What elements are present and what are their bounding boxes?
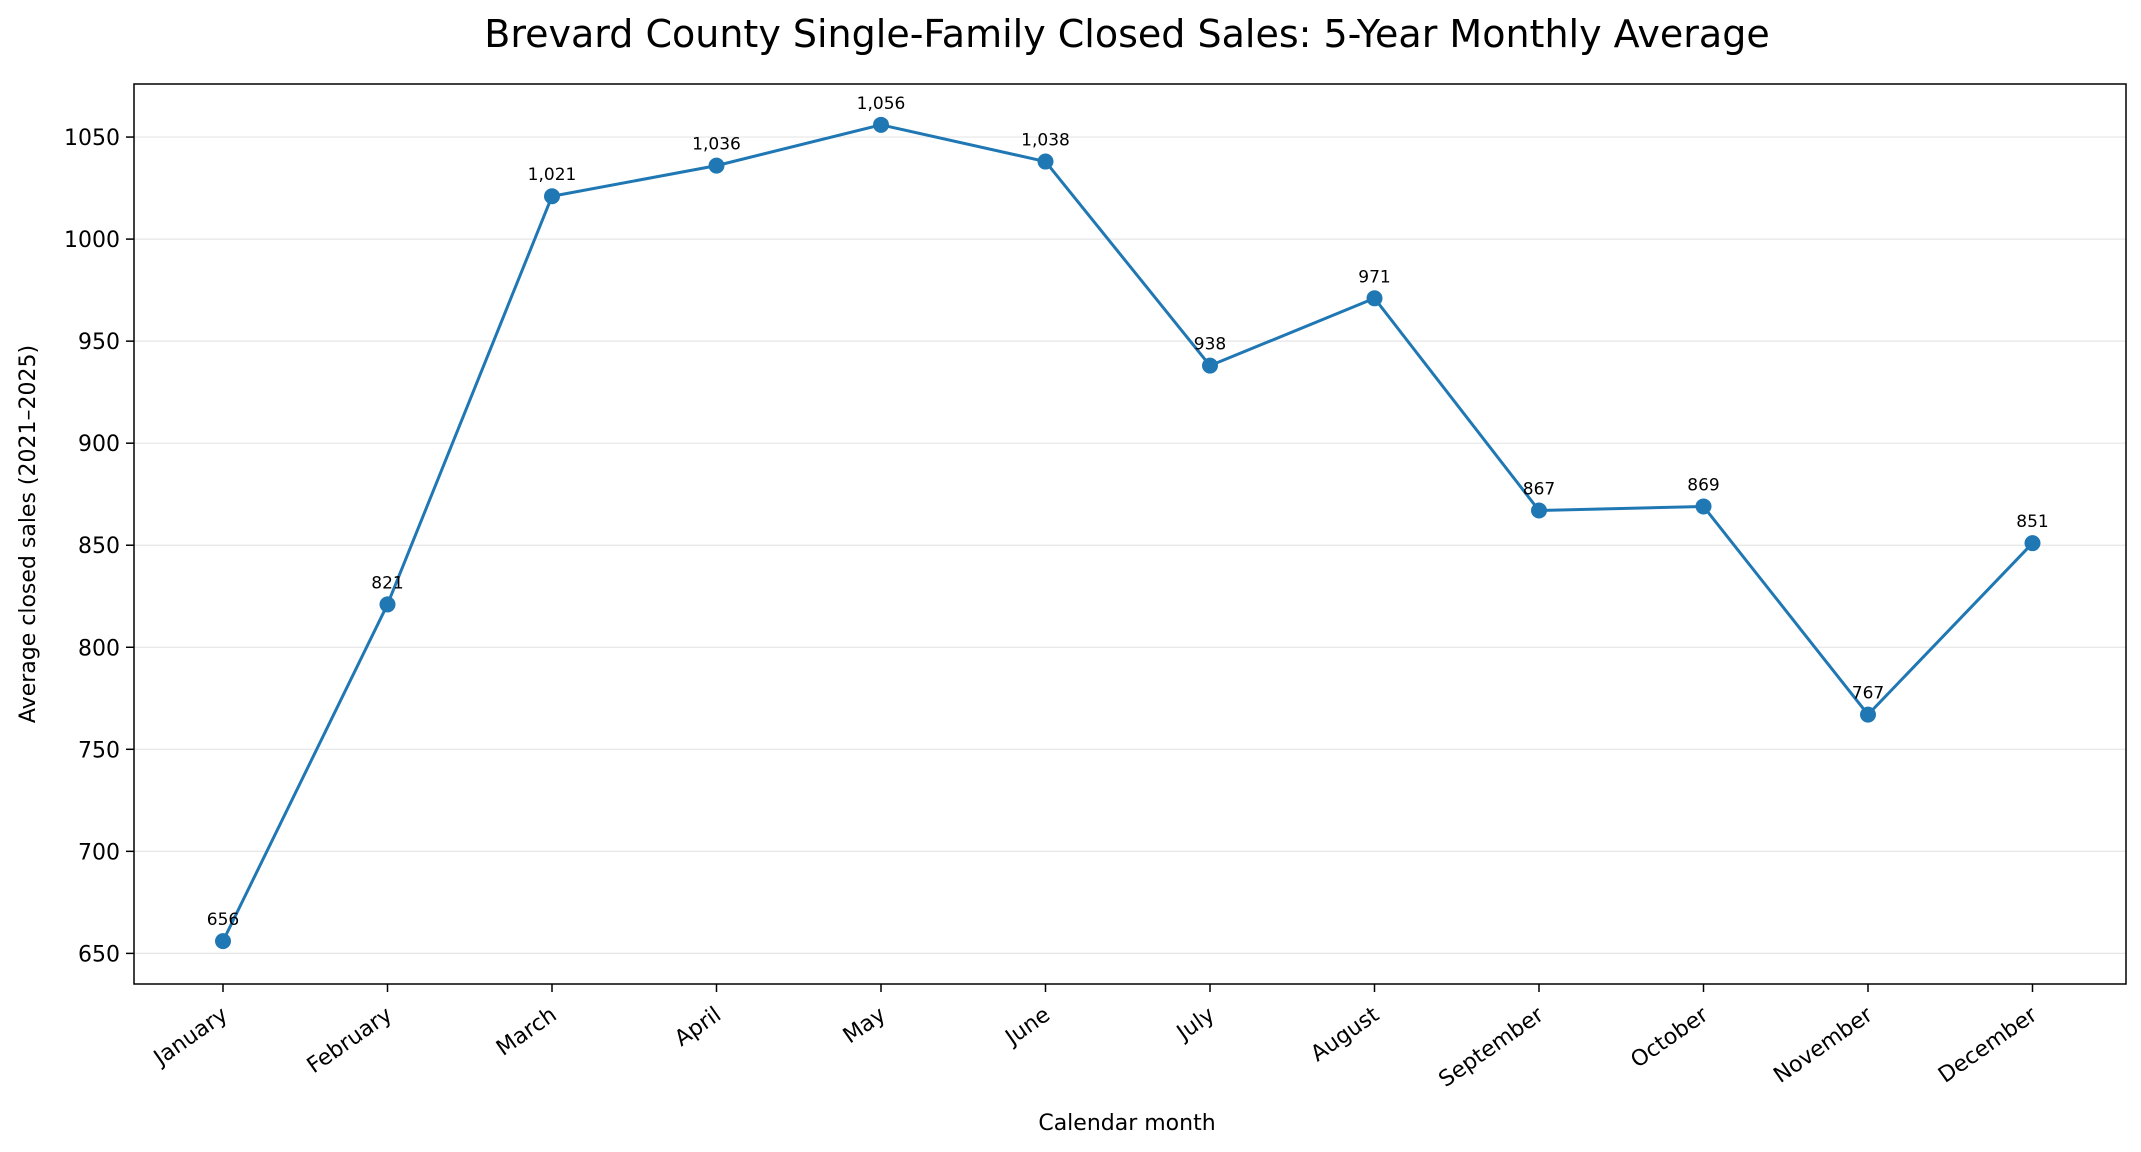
x-tick-label: August [1307, 1002, 1385, 1067]
y-tick-label: 950 [78, 330, 120, 355]
data-label: 867 [1523, 480, 1555, 500]
data-point [215, 933, 231, 950]
data-label: 1,056 [857, 94, 906, 114]
y-tick-label: 750 [78, 738, 120, 763]
data-label: 851 [2016, 512, 2048, 532]
series-line [221, 123, 2034, 943]
x-tick-label: September [1434, 1002, 1549, 1093]
x-tick-label: October [1626, 1002, 1713, 1074]
data-point [1695, 498, 1712, 515]
gridlines [134, 136, 2126, 954]
x-axis-ticks: January February March April May June July Augu… [148, 984, 2043, 1093]
data-label: 656 [207, 910, 239, 930]
data-point [1860, 706, 1876, 723]
x-tick-label: February [303, 1002, 397, 1078]
y-tick-label: 1050 [64, 126, 120, 151]
data-point [1037, 153, 1054, 170]
data-point [1531, 502, 1547, 519]
data-labels: 656 821 1,021 1,036 1,056 1,038 938 971 867 869 76… [207, 94, 2049, 930]
data-label: 1,036 [692, 135, 741, 155]
data-label: 1,038 [1021, 131, 1070, 151]
chart-title: Brevard County Single-Family Closed Sale… [484, 12, 1769, 56]
plot-frame [133, 83, 2127, 985]
x-tick-label: December [1934, 1002, 2043, 1088]
x-tick-label: May [839, 1002, 891, 1049]
x-tick-label: January [148, 1002, 232, 1071]
data-point [1202, 357, 1218, 374]
data-point [544, 188, 560, 205]
data-label: 971 [1358, 267, 1390, 287]
data-label: 1,021 [528, 165, 577, 185]
data-point [1366, 290, 1383, 307]
data-point [2024, 535, 2041, 552]
data-point [379, 596, 396, 613]
y-tick-label: 1000 [64, 228, 120, 253]
y-tick-label: 900 [78, 432, 120, 457]
y-tick-label: 700 [78, 840, 120, 865]
x-tick-label: June [1000, 1002, 1055, 1051]
x-axis-label: Calendar month [1038, 1111, 1215, 1136]
data-point [708, 157, 725, 174]
data-point [873, 116, 889, 133]
data-label: 821 [371, 573, 403, 593]
y-axis-ticks: 650 700 750 800 850 900 950 1000 1050 [64, 126, 134, 967]
y-axis-label: Average closed sales (2021–2025) [16, 345, 41, 723]
data-label: 767 [1852, 684, 1884, 704]
series-layer [215, 116, 2041, 950]
data-label: 938 [1194, 335, 1226, 355]
x-tick-label: November [1769, 1002, 1878, 1089]
data-label: 869 [1687, 475, 1719, 495]
x-tick-label: April [670, 1002, 726, 1051]
x-tick-label: March [492, 1002, 561, 1061]
x-tick-label: July [1171, 1002, 1219, 1046]
y-tick-label: 800 [78, 636, 120, 661]
y-tick-label: 850 [78, 534, 120, 559]
y-tick-label: 650 [78, 942, 120, 967]
